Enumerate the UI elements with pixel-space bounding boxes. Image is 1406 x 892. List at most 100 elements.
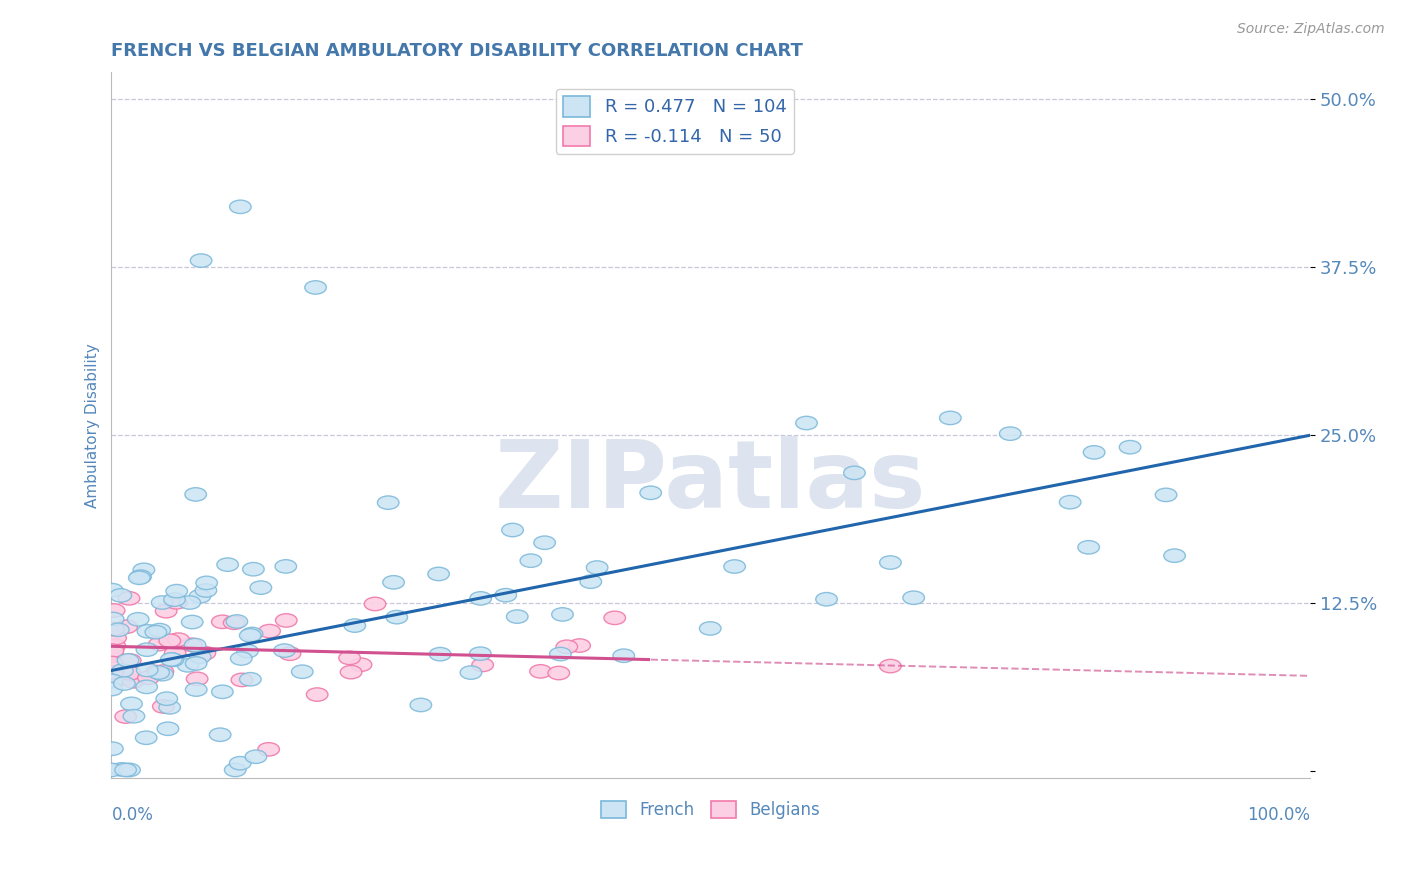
Ellipse shape xyxy=(429,648,451,661)
Ellipse shape xyxy=(1164,549,1185,562)
Ellipse shape xyxy=(159,700,180,714)
Text: FRENCH VS BELGIAN AMBULATORY DISABILITY CORRELATION CHART: FRENCH VS BELGIAN AMBULATORY DISABILITY … xyxy=(111,42,803,60)
Ellipse shape xyxy=(1059,495,1081,509)
Ellipse shape xyxy=(550,648,571,661)
Ellipse shape xyxy=(411,698,432,712)
Ellipse shape xyxy=(1156,488,1177,501)
Ellipse shape xyxy=(114,677,135,690)
Ellipse shape xyxy=(551,607,574,621)
Ellipse shape xyxy=(1084,446,1105,459)
Ellipse shape xyxy=(121,698,142,711)
Ellipse shape xyxy=(180,638,202,651)
Ellipse shape xyxy=(101,583,122,597)
Ellipse shape xyxy=(166,596,187,609)
Ellipse shape xyxy=(101,657,122,670)
Ellipse shape xyxy=(115,620,138,633)
Ellipse shape xyxy=(880,556,901,569)
Ellipse shape xyxy=(155,605,177,618)
Ellipse shape xyxy=(939,411,962,425)
Ellipse shape xyxy=(195,576,218,590)
Ellipse shape xyxy=(470,591,492,605)
Text: 0.0%: 0.0% xyxy=(111,806,153,824)
Ellipse shape xyxy=(305,281,326,294)
Ellipse shape xyxy=(903,591,925,605)
Ellipse shape xyxy=(163,593,186,607)
Ellipse shape xyxy=(211,615,233,629)
Ellipse shape xyxy=(344,619,366,632)
Ellipse shape xyxy=(103,604,125,617)
Ellipse shape xyxy=(190,650,211,664)
Ellipse shape xyxy=(124,709,145,723)
Ellipse shape xyxy=(276,614,297,627)
Text: ZIPatlas: ZIPatlas xyxy=(495,435,927,528)
Ellipse shape xyxy=(257,743,280,756)
Ellipse shape xyxy=(364,598,385,611)
Ellipse shape xyxy=(605,611,626,624)
Ellipse shape xyxy=(350,658,371,672)
Ellipse shape xyxy=(103,644,124,657)
Ellipse shape xyxy=(224,616,245,630)
Ellipse shape xyxy=(880,659,901,673)
Ellipse shape xyxy=(184,639,205,652)
Ellipse shape xyxy=(502,524,523,537)
Ellipse shape xyxy=(166,584,187,598)
Ellipse shape xyxy=(104,639,125,653)
Ellipse shape xyxy=(815,592,838,606)
Ellipse shape xyxy=(231,673,253,687)
Ellipse shape xyxy=(211,685,233,698)
Ellipse shape xyxy=(187,672,208,686)
Ellipse shape xyxy=(101,649,122,663)
Ellipse shape xyxy=(534,536,555,549)
Ellipse shape xyxy=(699,622,721,635)
Ellipse shape xyxy=(120,654,141,667)
Ellipse shape xyxy=(110,589,132,602)
Ellipse shape xyxy=(640,486,661,500)
Ellipse shape xyxy=(569,639,591,652)
Ellipse shape xyxy=(165,647,186,660)
Ellipse shape xyxy=(107,624,129,637)
Ellipse shape xyxy=(105,632,127,645)
Ellipse shape xyxy=(844,467,865,480)
Ellipse shape xyxy=(120,666,141,680)
Ellipse shape xyxy=(340,665,361,679)
Ellipse shape xyxy=(307,688,328,701)
Ellipse shape xyxy=(209,728,231,741)
Ellipse shape xyxy=(190,254,212,268)
Ellipse shape xyxy=(101,665,124,679)
Ellipse shape xyxy=(243,563,264,576)
Ellipse shape xyxy=(1078,541,1099,554)
Ellipse shape xyxy=(115,764,136,777)
Ellipse shape xyxy=(136,664,157,677)
Ellipse shape xyxy=(217,558,239,572)
Ellipse shape xyxy=(1000,427,1021,441)
Ellipse shape xyxy=(153,699,174,713)
Ellipse shape xyxy=(548,666,569,680)
Ellipse shape xyxy=(613,649,634,663)
Ellipse shape xyxy=(117,654,139,667)
Ellipse shape xyxy=(387,610,408,624)
Legend: R = 0.477   N = 104, R = -0.114   N = 50: R = 0.477 N = 104, R = -0.114 N = 50 xyxy=(555,88,793,153)
Ellipse shape xyxy=(145,625,167,639)
Ellipse shape xyxy=(1119,441,1140,454)
Ellipse shape xyxy=(118,591,139,605)
Y-axis label: Ambulatory Disability: Ambulatory Disability xyxy=(86,343,100,508)
Ellipse shape xyxy=(291,665,314,679)
Ellipse shape xyxy=(382,575,405,589)
Ellipse shape xyxy=(280,647,301,660)
Ellipse shape xyxy=(186,657,207,670)
Ellipse shape xyxy=(470,647,491,660)
Ellipse shape xyxy=(195,583,217,597)
Ellipse shape xyxy=(135,731,157,745)
Ellipse shape xyxy=(162,653,184,666)
Ellipse shape xyxy=(129,570,152,583)
Ellipse shape xyxy=(520,554,541,567)
Ellipse shape xyxy=(134,563,155,576)
Ellipse shape xyxy=(506,610,529,624)
Ellipse shape xyxy=(274,644,295,657)
Ellipse shape xyxy=(226,615,247,628)
Ellipse shape xyxy=(239,673,262,686)
Ellipse shape xyxy=(136,680,157,694)
Ellipse shape xyxy=(250,581,271,594)
Ellipse shape xyxy=(149,624,170,637)
Ellipse shape xyxy=(101,646,124,659)
